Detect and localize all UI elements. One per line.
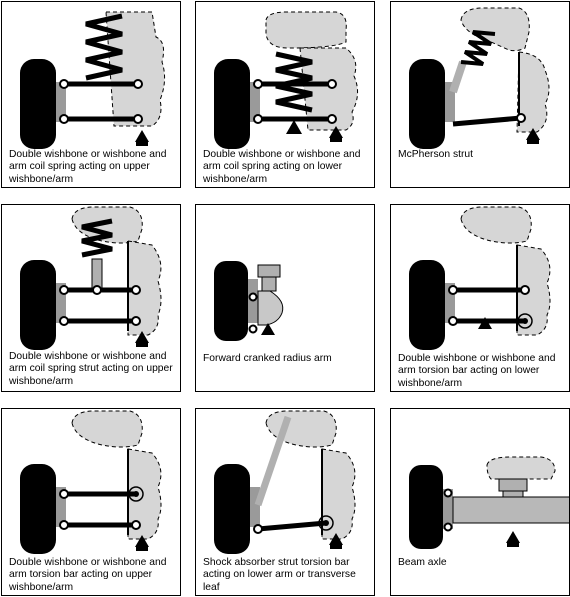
caption-8: Shock absorber strut torsion bar acting … — [203, 557, 356, 593]
panel-2: Double wishbone or wishbone and arm coil… — [195, 1, 375, 188]
torsion-bar-upper-arm-diagram — [20, 410, 162, 554]
mount-arrow-icon — [329, 533, 343, 545]
coil-spring-upper-arm-diagram — [20, 11, 166, 149]
panel-3: McPherson strut — [390, 1, 570, 188]
caption-2: Double wishbone or wishbone and arm coil… — [203, 149, 361, 185]
coil-spring-strut-upper-arm-diagram — [20, 206, 162, 350]
radius-arm — [257, 290, 284, 326]
wheel-tyre — [409, 260, 445, 350]
torsion-bar-icon — [318, 515, 334, 531]
panel-6: Double wishbone or wishbone and arm tors… — [390, 204, 570, 392]
coil-spring-lower-arm-diagram — [214, 11, 358, 149]
coil-spring — [275, 51, 313, 113]
caption-1: Double wishbone or wishbone and arm coil… — [9, 149, 167, 185]
wheel-tyre — [20, 59, 56, 149]
panel-1: Double wishbone or wishbone and arm coil… — [1, 1, 181, 188]
caption-3: McPherson strut — [398, 149, 473, 160]
mcpherson-strut-diagram — [409, 7, 550, 149]
shock-absorber-torsion-bar-diagram — [214, 410, 356, 554]
wheel-tyre — [20, 260, 56, 350]
panel-4: Double wishbone or wishbone and arm coil… — [1, 204, 181, 392]
panel-7: Double wishbone or wishbone and arm tors… — [1, 408, 181, 596]
panel-8: Shock absorber strut torsion bar acting … — [195, 408, 375, 596]
mount-arrow-icon — [135, 130, 149, 142]
coil-spring — [460, 30, 496, 66]
mount-arrow-icon — [286, 120, 302, 134]
mount-arrow-icon — [526, 128, 540, 140]
panel-9: Beam axle — [390, 408, 570, 596]
panel-5: Forward cranked radius arm — [195, 204, 375, 392]
strut-tube — [91, 258, 103, 290]
wheel-tyre — [20, 464, 56, 554]
caption-6: Double wishbone or wishbone and arm tors… — [398, 353, 556, 389]
beam-axle-diagram — [409, 456, 569, 549]
beam-axle — [452, 496, 569, 524]
forward-cranked-radius-arm-diagram — [214, 261, 284, 341]
caption-9: Beam axle — [398, 557, 447, 568]
torsion-bar-icon — [517, 313, 533, 329]
mount-arrow-icon — [506, 531, 520, 543]
wheel-tyre — [214, 464, 250, 554]
caption-4: Double wishbone or wishbone and arm coil… — [9, 351, 173, 387]
coil-spring — [85, 13, 123, 81]
wheel-tyre — [409, 465, 443, 549]
strut-tube — [449, 60, 467, 94]
wheel-tyre — [409, 59, 445, 149]
coil-spring — [81, 218, 113, 258]
mount-arrow-icon — [135, 535, 149, 547]
mount-arrow-icon — [261, 323, 275, 335]
caption-7: Double wishbone or wishbone and arm tors… — [9, 557, 167, 593]
torsion-bar-icon — [128, 486, 144, 502]
mount-arrow-icon — [135, 331, 149, 343]
caption-5: Forward cranked radius arm — [203, 353, 332, 364]
shock-absorber-strut — [254, 415, 292, 507]
wheel-tyre — [214, 59, 250, 149]
mount-arrow-icon — [478, 317, 492, 329]
torsion-bar-lower-arm-diagram — [409, 206, 551, 350]
wheel-tyre — [214, 261, 248, 341]
